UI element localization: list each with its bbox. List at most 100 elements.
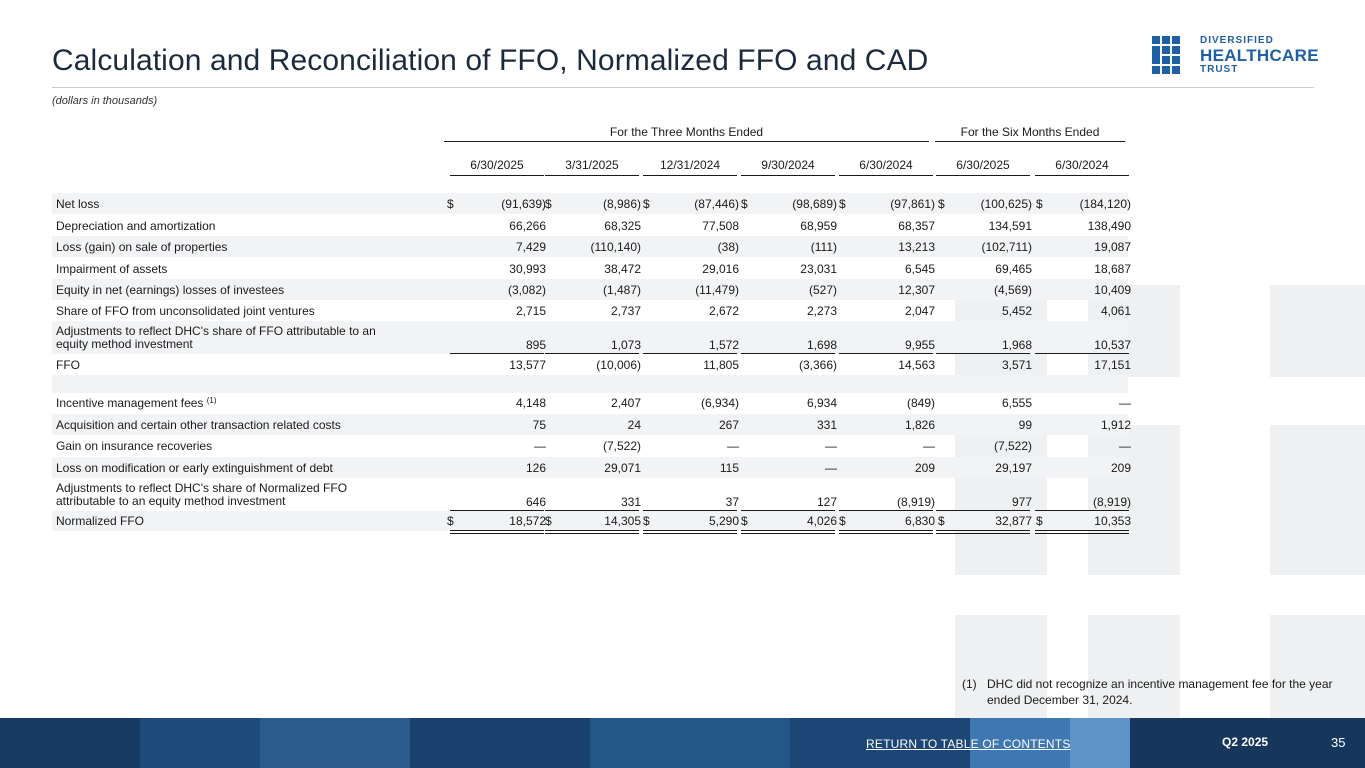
table-cell: 1,912 (1100, 417, 1131, 432)
table-cell: 75 (532, 417, 546, 432)
column-header-rule (936, 175, 1030, 176)
total-rule (741, 533, 835, 534)
table-cell: (91,639) (501, 196, 546, 211)
table-cell: (87,446) (694, 196, 739, 211)
dollar-sign: $ (1036, 196, 1043, 211)
table-cell: 331 (816, 417, 837, 432)
row-label: Normalized FFO (56, 514, 144, 528)
total-rule (936, 530, 1030, 531)
row-label: Adjustments to reflect DHC's share of No… (56, 482, 347, 508)
logo-line-2: HEALTHCARE (1200, 46, 1319, 65)
table-cell: (8,919) (1092, 495, 1131, 509)
table-cell: 2,047 (904, 303, 935, 318)
dollar-sign: $ (447, 514, 454, 528)
table-cell: 10,353 (1094, 514, 1131, 528)
table-cell: 69,465 (995, 261, 1032, 276)
row-label: Incentive management fees (1) (56, 396, 217, 410)
subtotal-rule (545, 353, 639, 354)
table-spacer-row (52, 375, 1128, 393)
table-cell: 895 (525, 338, 546, 352)
table-cell: — (923, 438, 935, 453)
table-cell: (98,689) (792, 196, 837, 211)
table-cell: 6,545 (904, 261, 935, 276)
group-header-rule (935, 141, 1125, 142)
dollar-sign: $ (839, 196, 846, 211)
table-cell: 209 (914, 460, 935, 475)
table-cell: 2,715 (515, 303, 546, 318)
table-cell: 29,016 (702, 261, 739, 276)
table-cell: (3,082) (507, 282, 546, 297)
footer-bar (0, 718, 1365, 768)
table-cell: 17,151 (1094, 358, 1131, 372)
table-cell: (102,711) (981, 239, 1032, 254)
table-cell: 77,508 (702, 218, 739, 233)
table-cell: 977 (1011, 495, 1032, 509)
table-cell: 38,472 (604, 261, 641, 276)
table-cell: 209 (1110, 460, 1131, 475)
table-row: Loss (gain) on sale of properties 7,429 (1… (52, 236, 1131, 257)
subtotal-rule (936, 353, 1030, 354)
row-label-text: Acquisition and certain other transactio… (56, 417, 341, 432)
subtotal-rule (1035, 353, 1129, 354)
table-cell: 29,197 (995, 460, 1032, 475)
table-cell: (1,487) (602, 282, 641, 297)
background-square (955, 615, 1047, 718)
column-header: 6/30/2025 (470, 158, 524, 172)
table-cell: 126 (525, 460, 546, 475)
table-cell: (8,986) (602, 196, 641, 211)
dollar-sign: $ (643, 514, 650, 528)
column-header: 6/30/2024 (859, 158, 913, 172)
table-cell: 6,555 (1001, 396, 1032, 410)
table-cell: 138,490 (1087, 218, 1131, 233)
table-cell: 1,968 (1001, 338, 1032, 352)
table-cell: 115 (719, 460, 739, 475)
table-row: Normalized FFO $18,572 $14,305 $5,290 $4,026… (52, 511, 1131, 534)
return-to-toc-link[interactable]: RETURN TO TABLE OF CONTENTS (866, 737, 1071, 751)
table-cell: 2,407 (610, 396, 641, 410)
table-cell: 331 (620, 495, 641, 509)
table-cell: 127 (816, 495, 837, 509)
column-header: 12/31/2024 (659, 158, 721, 172)
column-header-rule (450, 175, 544, 176)
table-cell: 13,213 (898, 239, 935, 254)
table-row: Equity in net (earnings) losses of inves… (52, 279, 1131, 300)
row-label-text: Normalized FFO (56, 514, 145, 528)
table-cell: 5,290 (708, 514, 739, 528)
table-cell: — (1119, 396, 1131, 410)
logo-line-3: TRUST (1200, 64, 1239, 75)
logo-line-1: DIVERSIFIED (1200, 35, 1274, 46)
row-label-text: Incentive management fees (56, 396, 204, 410)
column-header: 6/30/2025 (956, 158, 1010, 172)
table-cell: 6,934 (806, 396, 837, 410)
subtotal-rule (450, 353, 544, 354)
subtotal-rule (839, 353, 933, 354)
table-cell: 37 (725, 495, 739, 509)
background-square (1088, 615, 1180, 718)
table-cell: 99 (1018, 417, 1032, 432)
subtotal-rule (741, 353, 835, 354)
row-label-text: Loss (gain) on sale of properties (56, 239, 228, 254)
table-cell: 1,073 (610, 338, 641, 352)
table-cell: 6,830 (904, 514, 935, 528)
table-cell: — (1119, 438, 1131, 453)
total-rule (450, 530, 544, 531)
table-cell: 4,026 (806, 514, 837, 528)
table-row: Depreciation and amortization 66,266 68,32… (52, 215, 1131, 236)
total-rule (741, 530, 835, 531)
table-cell: 30,993 (509, 261, 546, 276)
table-row: Loss on modification or early extinguish… (52, 457, 1131, 478)
row-label-text: Gain on insurance recoveries (56, 438, 213, 453)
table-cell: (11,479) (695, 282, 739, 297)
table-row: Adjustments to reflect DHC's share of No… (52, 478, 1131, 511)
table-row: Incentive management fees (1) 4,148 2,407 (… (52, 393, 1131, 413)
table-cell: 9,955 (904, 338, 935, 352)
row-label: Equity in net (earnings) losses of inves… (56, 283, 284, 297)
subtotal-rule (741, 510, 835, 511)
dollar-sign: $ (839, 514, 846, 528)
total-rule (643, 530, 737, 531)
table-cell: 134,591 (988, 218, 1032, 233)
table-cell: 2,672 (708, 303, 739, 318)
title-divider (52, 87, 1314, 88)
table-row: FFO 13,577 (10,006) 11,805 (3,366) 14,563 3,57… (52, 355, 1131, 375)
total-rule (1035, 533, 1129, 534)
